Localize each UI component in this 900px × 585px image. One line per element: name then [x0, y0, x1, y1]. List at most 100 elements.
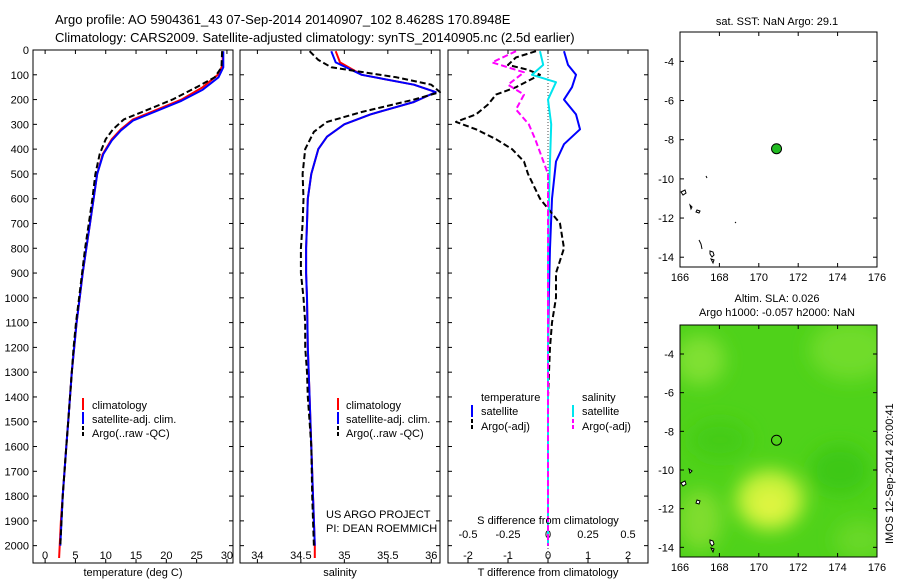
map-y-tick-label: -14 [658, 542, 674, 554]
t-difference-xlabel: T difference from climatology [478, 567, 619, 579]
temperature-panel: 0100200300400500600700800900100011001200… [5, 45, 234, 579]
map-x-tick-label: 166 [671, 272, 689, 284]
island-outline [709, 539, 715, 547]
map-x-tick-label: 172 [789, 562, 807, 574]
legend-label-sal-argo: Argo(-adj) [582, 421, 631, 433]
map-y-tick-label: -12 [658, 504, 674, 516]
island-outline [688, 467, 693, 474]
island-outline [705, 175, 708, 179]
legend-label-climatology: climatology [346, 400, 402, 412]
depth-tick-label: 200 [11, 95, 29, 107]
x-tick-label: 5 [72, 550, 78, 562]
depth-tick-label: 1700 [5, 466, 29, 478]
sla-title-line2: Argo h1000: -0.057 h2000: NaN [699, 307, 855, 319]
depth-tick-label: 1800 [5, 491, 29, 503]
depth-tick-label: 1000 [5, 293, 29, 305]
salinity-line-1 [305, 50, 437, 546]
x-tick-label: -2 [463, 550, 473, 562]
sla-anomaly-blob [690, 420, 750, 460]
imos-timestamp: IMOS 12-Sep-2014 20:00:41 [884, 403, 896, 544]
sla-anomaly-blob [680, 490, 722, 550]
sla-map-axes: 166 168 170 172 174 176 -4 -6 -8 -10 -12 -14 [658, 325, 886, 574]
salinity-xlabel: salinity [323, 567, 357, 579]
legend-label-argo: Argo(..raw -QC) [346, 428, 424, 440]
x-tick-label: 0 [545, 550, 551, 562]
salinity-series [299, 50, 441, 558]
s-difference-xlabel: S difference from climatology [477, 515, 619, 527]
map-x-tick-label: 170 [750, 562, 768, 574]
island-outline [689, 203, 693, 211]
difference-series [455, 50, 581, 546]
x-tick-label: 35 [338, 550, 350, 562]
x-tick-label: 25 [191, 550, 203, 562]
sal-diff-argo-line [491, 50, 549, 546]
salinity-depth-ticks [240, 49, 440, 547]
map-x-tick-label: 172 [789, 272, 807, 284]
depth-tick-label: 500 [11, 169, 29, 181]
x-tick-label: 15 [130, 550, 142, 562]
x-tick-label: 20 [160, 550, 172, 562]
legend-label-argo: Argo(..raw -QC) [92, 428, 170, 440]
island-outline [734, 221, 737, 224]
sst-map-axes: 166 168 170 172 174 176 -4 -6 -8 -10 -12 -14 [658, 32, 886, 284]
map-y-tick-label: -4 [664, 349, 674, 361]
sla-heatmap [680, 325, 877, 557]
s-tick-label: 0.25 [577, 529, 598, 541]
legend-label-temp-argo: Argo(-adj) [481, 421, 530, 433]
map-y-tick-label: -10 [658, 174, 674, 186]
map-x-tick-label: 174 [828, 562, 846, 574]
sst-map-panel: sat. SST: NaN Argo: 29.1 166 168 170 172 174… [658, 16, 886, 284]
map-y-tick-label: -6 [664, 96, 674, 108]
temperature-line-2 [59, 51, 224, 546]
legend-label-temp-satellite: satellite [481, 406, 518, 418]
temperature-xlabel: temperature (deg C) [83, 567, 182, 579]
x-tick-label: 2 [625, 550, 631, 562]
legend-salinity-heading: salinity [582, 392, 616, 404]
depth-tick-label: 600 [11, 194, 29, 206]
depth-axis: 0 100 200 300 400 500 600 700 800 900 1000 1100 1200… [5, 45, 233, 553]
map-y-tick-label: -8 [664, 426, 674, 438]
x-tick-label: 34.5 [290, 550, 311, 562]
sla-anomaly-blob [754, 491, 786, 519]
map-y-tick-label: -14 [658, 252, 674, 264]
x-tick-label: -1 [503, 550, 513, 562]
sla-title-line1: Altim. SLA: 0.026 [735, 293, 820, 305]
temperature-axis: 0 5 10 15 20 25 30 [42, 50, 233, 563]
depth-tick-label: 300 [11, 119, 29, 131]
depth-tick-label: 900 [11, 268, 29, 280]
figure-title-line2: Climatology: CARS2009. Satellite-adjuste… [55, 30, 575, 45]
legend-label-satellite: satellite-adj. clim. [92, 414, 176, 426]
temperature-legend: climatology satellite-adj. clim. Argo(..… [82, 398, 176, 440]
legend-temperature-heading: temperature [481, 392, 540, 404]
x-tick-label: 0 [42, 550, 48, 562]
map-x-tick-label: 176 [868, 272, 886, 284]
legend-label-climatology: climatology [92, 400, 148, 412]
argo-float-marker [771, 143, 783, 155]
island-outline [709, 250, 715, 258]
difference-depth-ticks [448, 49, 648, 547]
depth-tick-label: 1400 [5, 392, 29, 404]
island-outline [680, 480, 687, 487]
depth-tick-label: 1200 [5, 342, 29, 354]
difference-panel: -2 -1 0 1 2 -0.5 -0.25 0 0.25 0.5 S difference f… [447, 49, 649, 579]
s-tick-label: 0.5 [620, 529, 635, 541]
x-tick-label: 10 [100, 550, 112, 562]
argo-float-marker [771, 434, 783, 446]
salinity-line-2 [299, 50, 441, 546]
depth-tick-label: 0 [23, 45, 29, 57]
depth-tick-label: 1100 [5, 318, 29, 330]
depth-tick-label: 1300 [5, 367, 29, 379]
map-x-tick-label: 166 [671, 562, 689, 574]
sst-coastlines [680, 175, 737, 265]
map-x-tick-label: 174 [828, 272, 846, 284]
t-difference-axis: -2 -1 0 1 2 [463, 50, 631, 563]
sla-anomaly-blob [810, 325, 877, 380]
depth-tick-label: 700 [11, 218, 29, 230]
island-outline [710, 258, 715, 265]
map-x-tick-label: 170 [750, 272, 768, 284]
island-outline [710, 547, 715, 554]
sla-anomaly-blob [810, 445, 870, 495]
depth-tick-label: 800 [11, 243, 29, 255]
